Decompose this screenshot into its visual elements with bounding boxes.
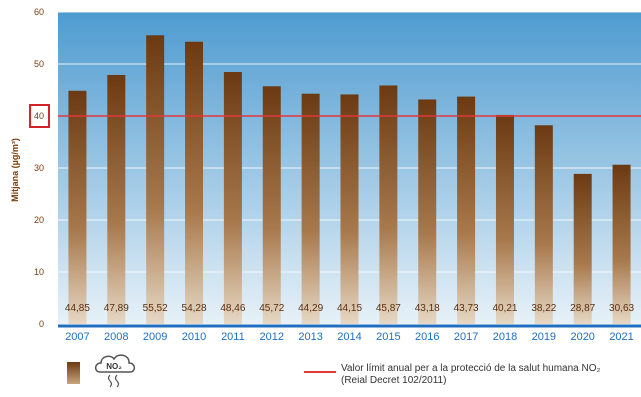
y-tick-labels: 0 10 20 30 40 50 60: [34, 7, 44, 329]
x-tick-labels: 2007 2008 2009 2010 2011 2012 2013 2014 2015 2016…: [65, 331, 634, 343]
bar: [185, 41, 204, 325]
data-label: 30,63: [609, 303, 634, 314]
data-label: 44,29: [298, 303, 323, 314]
x-tick-label: 2009: [143, 331, 167, 343]
bar: [573, 173, 592, 324]
y-tick-label: 10: [34, 267, 44, 277]
x-tick-label: 2007: [65, 331, 89, 343]
data-label: 47,89: [104, 303, 129, 314]
no2-label: NO₂: [106, 362, 122, 371]
x-tick-label: 2019: [532, 331, 556, 343]
bar: [379, 85, 398, 324]
x-tick-label: 2017: [454, 331, 478, 343]
bar: [340, 94, 359, 324]
x-tick-label: 2012: [260, 331, 284, 343]
data-label: 45,87: [376, 303, 401, 314]
bar: [612, 164, 631, 324]
x-tick-label: 2014: [337, 331, 361, 343]
x-tick-label: 2010: [182, 331, 206, 343]
reference-line: [29, 104, 641, 128]
y-tick-label: 50: [34, 59, 44, 69]
bar: [223, 72, 242, 325]
x-tick-label: 2016: [415, 331, 439, 343]
x-tick-label: 2018: [493, 331, 517, 343]
data-label: 40,21: [492, 303, 517, 314]
bars: [68, 35, 631, 325]
data-label: 43,18: [415, 303, 440, 314]
y-tick-label: 40: [34, 111, 44, 121]
bar: [107, 74, 126, 324]
data-labels: 44,85 47,89 55,52 54,28 48,46 45,72 44,29 44,15…: [65, 303, 635, 314]
legend-line-1: Valor límit anual per a la protecció de …: [341, 363, 601, 374]
bar: [301, 93, 320, 324]
x-tick-label: 2015: [376, 331, 400, 343]
data-label: 44,15: [337, 303, 362, 314]
data-label: 45,72: [259, 303, 284, 314]
x-tick-label: 2020: [570, 331, 594, 343]
reference-line-legend-swatch: [304, 371, 336, 373]
x-tick-label: 2011: [221, 331, 245, 343]
y-tick-label: 20: [34, 215, 44, 225]
bar: [146, 35, 165, 325]
bar: [534, 125, 553, 324]
x-tick-label: 2013: [298, 331, 322, 343]
legend-line-2: (Reial Decret 102/2011): [341, 375, 447, 386]
bar: [418, 99, 437, 325]
data-label: 55,52: [143, 303, 168, 314]
y-tick-label: 60: [34, 7, 44, 17]
data-label: 28,87: [570, 303, 595, 314]
bar: [68, 90, 87, 324]
y-axis-label: Mitjana (µg/m³): [10, 138, 20, 202]
bar: [262, 86, 281, 324]
reference-line-legend-text: Valor límit anual per a la protecció de …: [341, 363, 600, 387]
bar: [495, 114, 514, 325]
bar: [457, 96, 476, 324]
y-tick-label: 30: [34, 163, 44, 173]
x-tick-label: 2021: [609, 331, 633, 343]
data-label: 43,73: [454, 303, 479, 314]
data-label: 38,22: [531, 303, 556, 314]
reference-value-box: [29, 104, 50, 128]
y-tick-label: 0: [39, 319, 44, 329]
data-label: 44,85: [65, 303, 90, 314]
data-label: 54,28: [182, 303, 207, 314]
no2-cloud-icon: NO₂: [94, 354, 136, 388]
bar-gradient-swatch: [67, 362, 80, 384]
x-tick-label: 2008: [104, 331, 128, 343]
data-label: 48,46: [220, 303, 245, 314]
